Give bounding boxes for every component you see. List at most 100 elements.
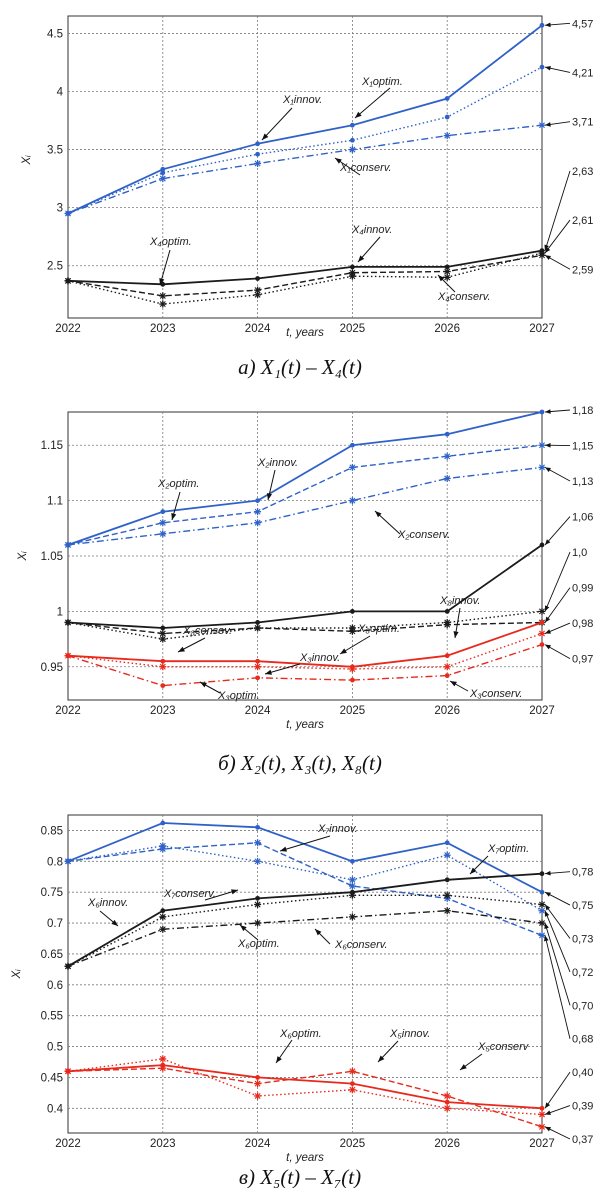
- end-value-label: 0,40: [572, 1067, 593, 1079]
- end-value-label: 1,15: [572, 441, 593, 453]
- data-point: [350, 122, 355, 128]
- data-point: [255, 675, 260, 681]
- data-point: [539, 1105, 545, 1111]
- y-tick-label: 0.6: [47, 980, 63, 992]
- series-line-1-5: [67, 252, 543, 305]
- series-line-2-2: [67, 444, 543, 546]
- end-labels-3: 0,78 0,75 0,73 0,72 0,70 0,68 0,40 0,39 0,37: [544, 867, 593, 1146]
- data-point-star: [64, 618, 72, 626]
- end-value-label: 4,57: [572, 18, 593, 30]
- end-value-label: 1,13: [572, 476, 593, 488]
- annotation-x8-optim: X₈optim.: [357, 623, 400, 635]
- end-value-label: 2,63: [572, 166, 593, 178]
- caption-3: в) X₅(t) – X₇(t): [239, 1165, 361, 1188]
- arrow-head: [545, 409, 551, 414]
- data-point: [444, 673, 450, 679]
- arrow-head: [111, 919, 118, 926]
- end-value-label: 0,75: [572, 900, 593, 912]
- arrow-head: [545, 65, 551, 71]
- data-point-star: [159, 925, 167, 933]
- arrow-head: [544, 923, 549, 930]
- annotation-x8-consev: X₈consev.: [182, 625, 232, 637]
- data-point: [160, 625, 166, 631]
- series-line-3-4: [67, 872, 543, 968]
- end-labels-1: 4,57 4,21 3,71 2,63 2,61 2,59: [544, 18, 593, 276]
- arrow-head: [378, 1055, 385, 1062]
- y-axis-label-3: Xᵢ: [11, 969, 23, 980]
- series-line-3-9: [67, 1067, 543, 1128]
- data-point: [539, 22, 545, 28]
- annotation-x2-conserv: X₂conserv.: [397, 529, 450, 541]
- annotation-x4-optim: X₄optim.: [149, 236, 192, 248]
- data-point-star: [254, 857, 262, 865]
- arrow-head: [545, 1110, 551, 1115]
- annotation-x5-innov: X₅innov.: [389, 1028, 430, 1040]
- y-tick-label: 1.05: [41, 551, 63, 563]
- arrows-2: [171, 469, 469, 694]
- y-tick-label: 0.7: [47, 918, 63, 930]
- arrow-head: [438, 275, 445, 282]
- data-point-star: [64, 962, 72, 970]
- y-tick-label: 0.8: [47, 856, 63, 868]
- data-point-star: [348, 876, 356, 884]
- series-line-2-5: [67, 610, 543, 640]
- arrow-head: [340, 648, 347, 654]
- series-1: [64, 22, 546, 308]
- data-point-star: [159, 630, 167, 638]
- annotation-arrow: [261, 107, 293, 141]
- end-value-label: 0,99: [572, 583, 593, 595]
- data-point-star: [254, 1080, 262, 1088]
- data-point-star: [348, 269, 356, 277]
- end-label-leader: [544, 219, 571, 254]
- arrow-head: [375, 511, 382, 518]
- grid-1: [68, 16, 542, 318]
- data-point-star: [538, 931, 546, 939]
- data-point: [539, 409, 545, 415]
- arrow-head: [544, 605, 550, 612]
- data-point: [255, 151, 260, 157]
- data-point-star: [538, 907, 546, 915]
- data-point: [539, 871, 545, 877]
- data-point-star: [159, 663, 167, 671]
- caption-1: а) X₁(t) – X₄(t): [238, 355, 362, 379]
- data-point-star: [443, 1104, 451, 1112]
- data-point-star: [254, 901, 262, 909]
- data-point-star: [159, 530, 167, 538]
- data-point-star: [254, 291, 262, 299]
- data-point: [255, 141, 260, 147]
- data-point-star: [538, 251, 546, 259]
- data-point: [255, 895, 260, 901]
- ticks-2: 2022 2023 2024 2025 2026 2027 0.95 1 1.05 1.1 1.15: [41, 440, 555, 717]
- arrow-head: [460, 1064, 467, 1070]
- arrow-head: [545, 247, 551, 253]
- annotation-x4-conserv: X₄conserv.: [437, 291, 491, 303]
- arrow-head: [545, 442, 551, 448]
- arrow-head: [280, 846, 287, 852]
- arrow-head: [545, 629, 551, 634]
- arrow-head: [544, 935, 549, 942]
- y-tick-label: 1.15: [41, 440, 63, 452]
- data-point-star: [348, 1086, 356, 1094]
- series-line-2-1: [67, 411, 543, 546]
- data-point: [65, 653, 71, 659]
- x-axis-label-1: t, years: [286, 327, 324, 339]
- series-line-3-3: [67, 842, 543, 937]
- end-value-label: 0,37: [572, 1134, 593, 1146]
- data-point: [255, 1075, 260, 1080]
- data-point: [444, 114, 450, 120]
- arrow-head: [266, 493, 273, 500]
- arrow-head: [545, 539, 551, 545]
- arrows-3: [99, 835, 489, 1071]
- data-point: [160, 166, 166, 172]
- series-line-1-6: [67, 254, 543, 297]
- plot-area-3: [67, 814, 543, 1134]
- x-axis-label-2: t, years: [286, 719, 324, 731]
- x-axis-label-3: t, years: [286, 1152, 324, 1164]
- data-point: [350, 858, 355, 864]
- annotation-x7-innov: X₇innov.: [317, 823, 358, 835]
- data-point-star: [348, 882, 356, 890]
- x-tick-label: 2024: [245, 1138, 271, 1150]
- data-point-star: [538, 919, 546, 927]
- arrow-head: [276, 1056, 282, 1063]
